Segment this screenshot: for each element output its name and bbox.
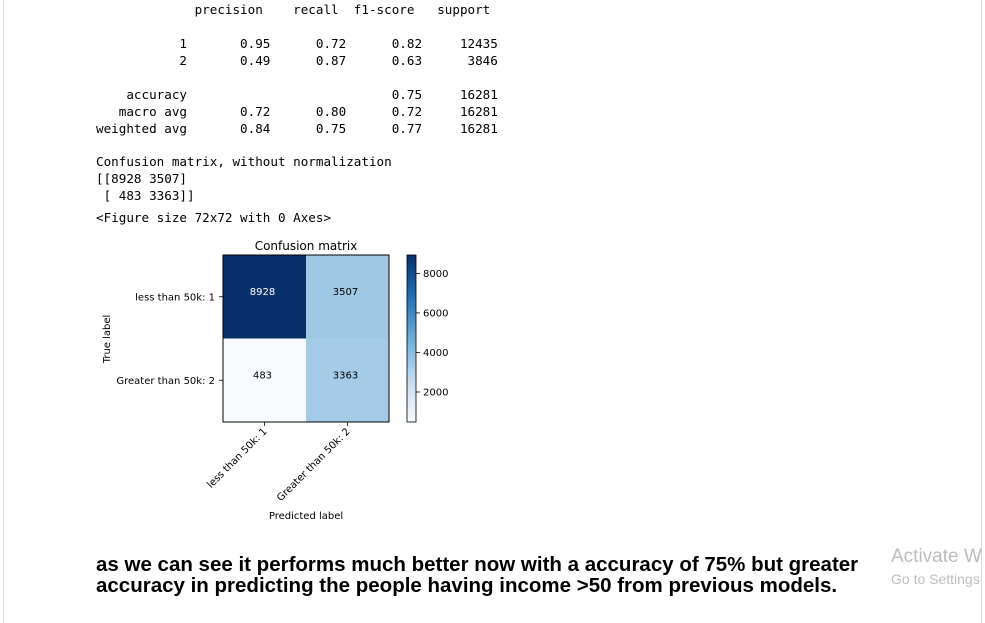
x-tick-label: less than 50k: 1 — [205, 426, 269, 490]
cell-value: 3507 — [333, 287, 358, 298]
figure-size-output: <Figure size 72x72 with 0 Axes> — [96, 210, 332, 225]
cell-value: 8928 — [250, 287, 275, 298]
colorbar — [406, 254, 417, 423]
colorbar-tick-label: 6000 — [423, 308, 448, 319]
cell-value: 483 — [253, 370, 272, 381]
cell-border-left — [3, 0, 4, 623]
confusion-matrix-text: Confusion matrix, without normalization … — [96, 154, 392, 203]
cell-border-right — [981, 0, 982, 623]
confusion-matrix-chart: Confusion matrix 8928 3507 483 3363 less th… — [102, 239, 448, 522]
cell-value: 3363 — [333, 370, 358, 381]
heatmap-cell — [223, 255, 306, 339]
markdown-conclusion: as we can see it performs much better no… — [96, 553, 859, 597]
y-axis-label: True label — [102, 315, 113, 365]
y-tick-label: less than 50k: 1 — [135, 292, 215, 303]
activation-watermark-title: Activate W — [891, 546, 982, 567]
heatmap-frame — [222, 254, 390, 423]
y-tick-label: Greater than 50k: 2 — [116, 376, 215, 387]
colorbar-tick-label: 4000 — [423, 348, 448, 359]
colorbar-tick-label: 8000 — [423, 269, 448, 280]
activation-watermark-subtitle: Go to Settings — [891, 571, 980, 587]
colorbar-tick-label: 2000 — [423, 388, 448, 399]
heatmap-cell — [223, 338, 306, 422]
x-tick-label: Greater than 50k: 2 — [275, 426, 353, 504]
classification-report: precision recall f1-score support 1 0.95… — [96, 2, 498, 136]
heatmap-cell — [306, 338, 389, 422]
chart-title: Confusion matrix — [255, 239, 358, 253]
heatmap-cell — [306, 255, 389, 339]
x-axis-label: Predicted label — [269, 511, 343, 522]
